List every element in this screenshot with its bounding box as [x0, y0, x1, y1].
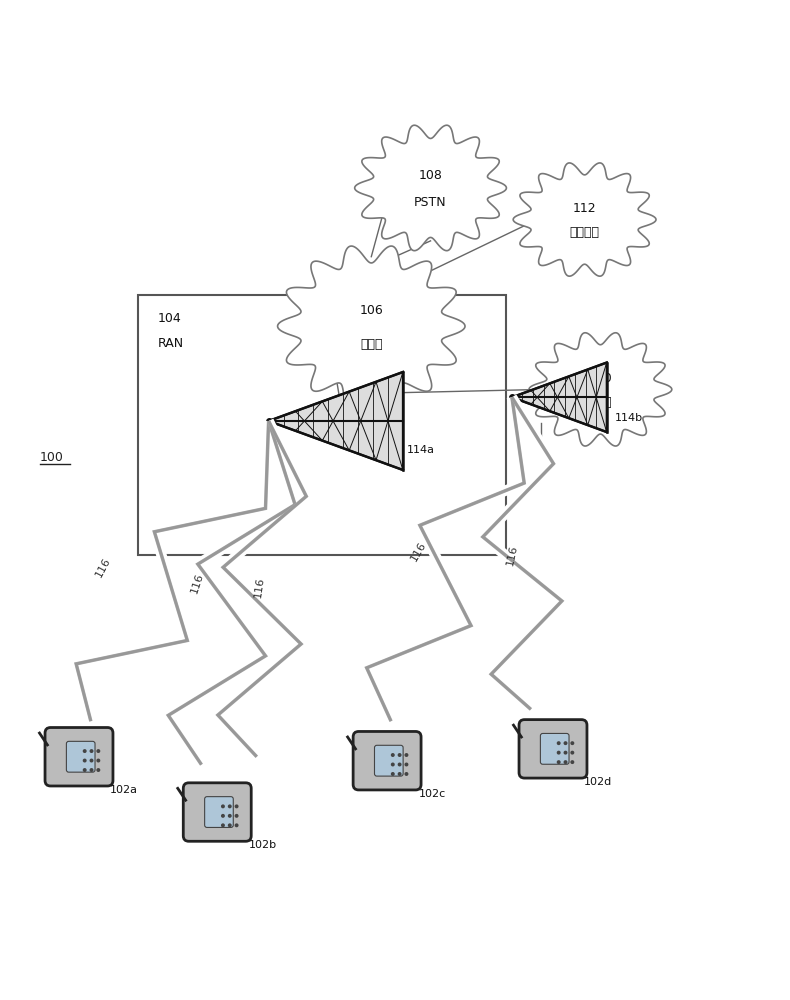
Polygon shape	[529, 333, 672, 446]
Polygon shape	[355, 125, 506, 251]
Circle shape	[83, 768, 87, 772]
Circle shape	[89, 768, 93, 772]
Circle shape	[83, 749, 87, 753]
FancyBboxPatch shape	[519, 720, 587, 778]
Circle shape	[391, 753, 395, 757]
Bar	[138, 295, 506, 555]
Text: RAN: RAN	[158, 337, 184, 350]
Text: 102a: 102a	[111, 785, 138, 795]
Text: 106: 106	[359, 304, 383, 317]
Circle shape	[404, 763, 408, 766]
Text: 116: 116	[93, 556, 112, 579]
Polygon shape	[269, 372, 403, 470]
Text: 116: 116	[505, 544, 519, 567]
Circle shape	[570, 760, 574, 764]
Circle shape	[404, 753, 408, 757]
Circle shape	[221, 823, 225, 827]
Text: 100: 100	[40, 451, 63, 464]
FancyBboxPatch shape	[374, 745, 403, 776]
Circle shape	[228, 804, 231, 808]
Circle shape	[96, 768, 100, 772]
Text: 112: 112	[573, 202, 596, 215]
Text: 108: 108	[419, 169, 442, 182]
Circle shape	[391, 763, 395, 766]
Text: PSTN: PSTN	[414, 196, 447, 209]
FancyBboxPatch shape	[45, 728, 113, 786]
Polygon shape	[514, 163, 656, 276]
Text: 116: 116	[409, 540, 428, 563]
Text: 116: 116	[190, 571, 205, 594]
Circle shape	[557, 741, 561, 745]
Circle shape	[235, 823, 239, 827]
FancyBboxPatch shape	[540, 733, 569, 764]
Text: 114a: 114a	[407, 445, 435, 455]
Text: 102b: 102b	[249, 840, 276, 850]
Circle shape	[221, 814, 225, 818]
Text: 102c: 102c	[419, 789, 446, 799]
Circle shape	[563, 751, 567, 755]
Circle shape	[391, 772, 395, 776]
FancyBboxPatch shape	[66, 741, 95, 772]
Circle shape	[397, 763, 401, 766]
Text: 其他网络: 其他网络	[570, 226, 600, 239]
Circle shape	[570, 741, 574, 745]
Text: 110: 110	[589, 372, 612, 385]
Polygon shape	[512, 363, 607, 432]
FancyBboxPatch shape	[183, 783, 251, 841]
Text: 116: 116	[253, 576, 265, 598]
Circle shape	[397, 772, 401, 776]
Circle shape	[83, 759, 87, 763]
FancyBboxPatch shape	[205, 797, 233, 827]
FancyBboxPatch shape	[353, 731, 421, 790]
Circle shape	[404, 772, 408, 776]
Circle shape	[570, 751, 574, 755]
Polygon shape	[277, 246, 465, 406]
Circle shape	[89, 749, 93, 753]
Text: 因特网: 因特网	[589, 396, 611, 409]
Circle shape	[397, 753, 401, 757]
Circle shape	[235, 814, 239, 818]
Circle shape	[563, 741, 567, 745]
Circle shape	[96, 749, 100, 753]
Circle shape	[228, 814, 231, 818]
Text: 核心网: 核心网	[360, 338, 382, 351]
Circle shape	[557, 751, 561, 755]
Circle shape	[557, 760, 561, 764]
Text: 102d: 102d	[585, 777, 612, 787]
Circle shape	[221, 804, 225, 808]
Circle shape	[235, 804, 239, 808]
Text: 114b: 114b	[615, 413, 643, 423]
Circle shape	[563, 760, 567, 764]
Circle shape	[228, 823, 231, 827]
Circle shape	[89, 759, 93, 763]
Circle shape	[96, 759, 100, 763]
Text: 104: 104	[158, 312, 182, 325]
